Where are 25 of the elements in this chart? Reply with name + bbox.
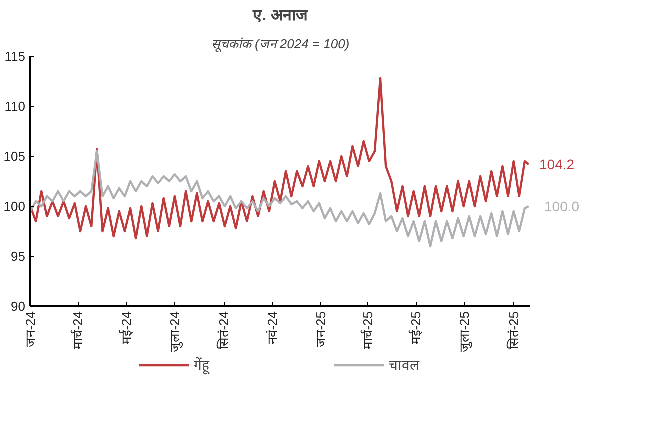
- x-tick-label: सितं-25: [506, 311, 522, 350]
- x-tick-label: जुला-25: [457, 311, 474, 352]
- line-series: [30, 77, 530, 240]
- x-tick-label: जन-24: [23, 311, 38, 348]
- annotation: 100.0: [544, 198, 580, 214]
- x-tick-label: जन-25: [313, 311, 328, 348]
- x-tick-label: नवं-24: [265, 311, 280, 344]
- x-tick-label: मार्च-24: [70, 311, 86, 350]
- line-series: [30, 150, 530, 248]
- legend-label: गेंहू: [194, 356, 211, 374]
- x-tick-label: जुला-24: [167, 311, 184, 352]
- y-tick-label: 90: [11, 299, 26, 314]
- legend-label: चावल: [389, 356, 419, 374]
- y-tick-label: 105: [4, 149, 26, 164]
- x-tick-label: मई-24: [119, 311, 134, 344]
- x-tick-label: मार्च-25: [360, 311, 376, 350]
- y-tick-label: 100: [4, 199, 26, 214]
- x-tick-label: मई-25: [408, 311, 424, 344]
- y-tick-label: 95: [11, 249, 26, 264]
- y-tick-label: 115: [4, 49, 26, 64]
- x-tick-label: सितं-24: [216, 311, 232, 350]
- chart-title: ए. अनाज: [252, 8, 309, 24]
- annotation: 104.2: [540, 156, 575, 172]
- chart-subtitle: सूचकांक (जन 2024 = 100): [211, 36, 350, 52]
- y-tick-label: 110: [4, 99, 26, 114]
